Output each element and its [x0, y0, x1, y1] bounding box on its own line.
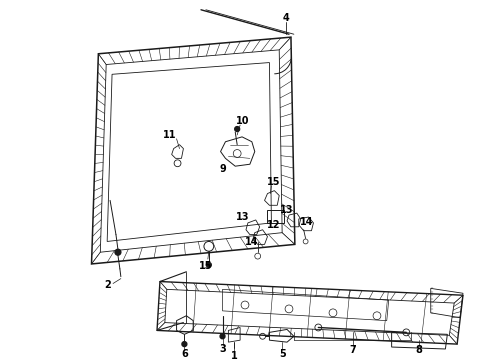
Text: 6: 6: [181, 349, 188, 359]
Text: 14: 14: [300, 217, 313, 227]
Circle shape: [235, 127, 240, 131]
Text: 9: 9: [219, 164, 226, 174]
Circle shape: [182, 342, 187, 347]
Text: 11: 11: [163, 130, 176, 140]
Text: 7: 7: [349, 345, 356, 355]
Text: 13: 13: [236, 212, 250, 222]
Text: 12: 12: [267, 220, 280, 230]
Text: 14: 14: [245, 238, 259, 247]
Text: 13: 13: [280, 205, 294, 215]
Text: 15: 15: [267, 177, 280, 187]
Text: 3: 3: [219, 344, 226, 354]
Text: 4: 4: [283, 13, 290, 23]
Text: 5: 5: [279, 349, 286, 359]
Text: 1: 1: [231, 351, 238, 360]
Text: 15: 15: [199, 261, 213, 271]
Text: 10: 10: [236, 116, 250, 126]
Circle shape: [220, 334, 225, 339]
Text: 8: 8: [416, 345, 422, 355]
Text: 2: 2: [104, 280, 111, 291]
Circle shape: [206, 262, 211, 267]
Circle shape: [115, 249, 121, 255]
